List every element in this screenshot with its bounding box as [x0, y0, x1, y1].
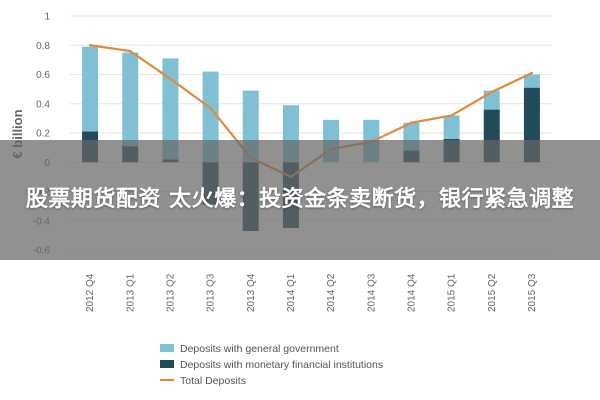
bar-general-government: [443, 115, 460, 139]
bar-general-government: [162, 58, 179, 160]
y-tick-label: 0.6: [36, 70, 50, 81]
title-overlay-banner: 股票期货配资 太火爆：投资金条卖断货，银行紧急调整: [0, 140, 600, 260]
y-tick-label: 1: [44, 12, 50, 23]
total-deposits-point: [169, 77, 172, 81]
legend-swatch: [160, 344, 174, 352]
x-tick-label: 2014 Q3: [366, 273, 377, 312]
x-tick-label: 2013 Q1: [125, 273, 136, 312]
x-tick-label: 2012 Q4: [85, 273, 96, 312]
total-deposits-point: [209, 106, 212, 110]
total-deposits-point: [530, 71, 534, 75]
bar-general-government: [122, 52, 139, 147]
x-tick-label: 2014 Q1: [286, 273, 297, 312]
y-tick-label: 0.8: [36, 41, 50, 52]
x-tick-label: 2014 Q2: [326, 273, 337, 312]
x-tick-label: 2013 Q2: [165, 273, 176, 312]
total-deposits-point: [88, 44, 92, 47]
legend-entry: Total Deposits: [180, 375, 246, 387]
x-tick-label: 2015 Q3: [527, 273, 538, 312]
total-deposits-point: [490, 90, 493, 94]
bar-general-government: [523, 74, 540, 88]
legend-entry: Deposits with general government: [180, 343, 339, 355]
x-tick-label: 2013 Q3: [206, 273, 217, 312]
bar-general-government: [483, 90, 500, 110]
x-tick-label: 2015 Q2: [487, 273, 498, 312]
legend: Deposits with general government Deposits…: [160, 343, 383, 387]
y-tick-label: 0.4: [36, 99, 50, 110]
total-deposits-point: [410, 121, 413, 124]
bar-general-government: [202, 71, 219, 163]
y-tick-label: 0.2: [36, 129, 50, 140]
total-deposits-point: [129, 49, 132, 53]
x-tick-label: 2014 Q4: [406, 273, 417, 312]
legend-swatch: [160, 360, 174, 368]
bar-general-government: [82, 46, 99, 132]
x-tick-label: 2013 Q4: [246, 273, 257, 312]
x-tick-label: 2015 Q1: [447, 273, 458, 312]
overlay-headline: 股票期货配资 太火爆：投资金条卖断货，银行紧急调整: [25, 187, 575, 212]
total-deposits-point: [450, 114, 453, 117]
legend-entry: Deposits with monetary financial institu…: [180, 359, 383, 371]
x-axis-tick-labels: 2012 Q4 2013 Q1 2013 Q2 2013 Q3 2013 Q4 2014 …: [85, 273, 538, 312]
